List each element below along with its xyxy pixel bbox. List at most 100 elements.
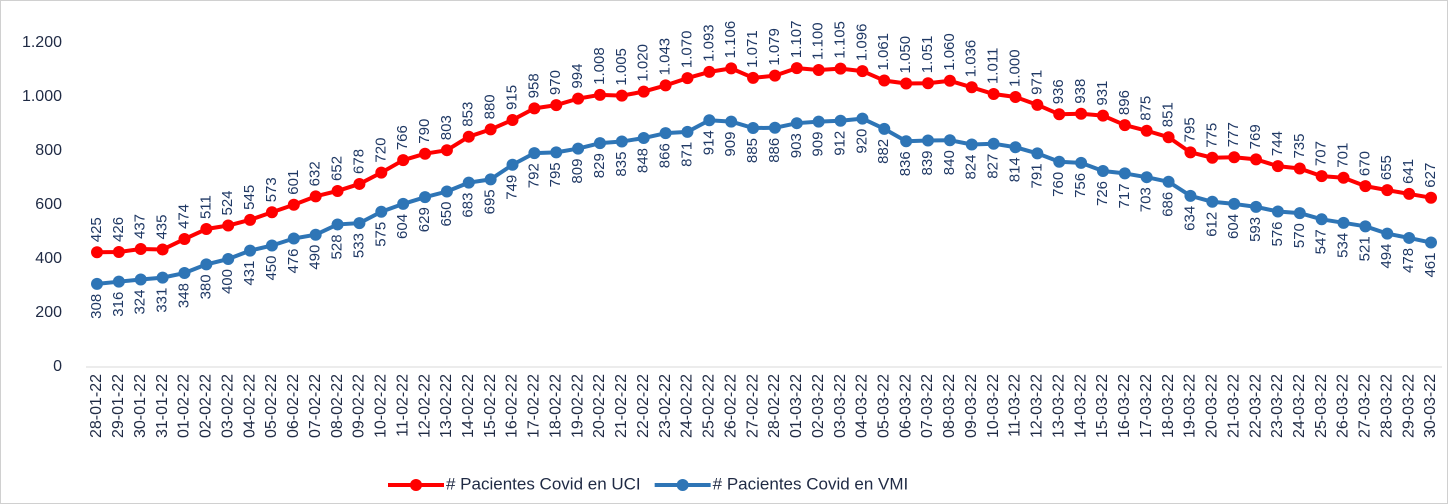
data-point	[112, 245, 125, 258]
data-label: 744	[1269, 131, 1286, 156]
data-label: 1.107	[788, 21, 805, 59]
data-point	[287, 232, 300, 245]
data-label: 426	[110, 217, 127, 242]
data-label: 380	[197, 274, 214, 299]
data-label: 308	[88, 294, 105, 319]
x-tick-label: 30-01-22	[132, 374, 149, 438]
data-point	[375, 166, 388, 179]
data-point	[593, 137, 606, 150]
data-label: 1.060	[941, 33, 958, 71]
data-label: 604	[394, 214, 411, 239]
x-tick-label: 01-03-22	[788, 374, 805, 438]
data-point	[265, 206, 278, 219]
data-label: 461	[1422, 253, 1439, 278]
data-point	[900, 77, 913, 90]
data-point	[681, 72, 694, 85]
data-label: 814	[1006, 157, 1023, 182]
data-label: 686	[1160, 192, 1177, 217]
data-point	[222, 219, 235, 232]
data-point	[987, 88, 1000, 101]
data-label: 756	[1072, 173, 1089, 198]
x-tick-label: 04-02-22	[241, 374, 258, 438]
data-point	[812, 64, 825, 76]
data-label: 1.093	[700, 24, 717, 62]
x-tick-label: 04-03-22	[854, 374, 871, 438]
data-point	[397, 154, 410, 167]
x-tick-label: 05-02-22	[263, 374, 280, 438]
x-tick-label: 17-03-22	[1138, 374, 1155, 438]
data-point	[506, 158, 519, 171]
x-tick-label: 29-01-22	[110, 374, 127, 438]
x-tick-label: 25-03-22	[1313, 374, 1330, 438]
data-label: 1.061	[875, 33, 892, 71]
data-point	[1425, 236, 1437, 249]
data-point	[1425, 191, 1437, 204]
data-point	[1053, 108, 1066, 121]
x-tick-label: 12-02-22	[416, 374, 433, 438]
x-tick-label: 10-02-22	[373, 374, 390, 438]
data-point	[156, 271, 169, 284]
data-label: 851	[1160, 102, 1177, 127]
data-label: 839	[919, 150, 936, 175]
data-point	[1403, 187, 1416, 200]
data-point	[1359, 180, 1372, 193]
data-point	[1293, 162, 1306, 175]
x-tick-label: 13-02-22	[438, 374, 455, 438]
x-tick-label: 30-03-22	[1422, 374, 1439, 438]
data-point	[397, 197, 410, 210]
data-label: 703	[1138, 187, 1155, 212]
data-point	[1228, 151, 1241, 164]
data-label: 827	[985, 154, 1002, 179]
data-point	[309, 228, 322, 241]
data-label: 777	[1225, 122, 1242, 147]
data-point	[375, 205, 388, 218]
data-label: 915	[503, 85, 520, 110]
data-label: 914	[700, 130, 717, 155]
x-tick-label: 16-02-22	[504, 374, 521, 438]
data-label: 641	[1400, 159, 1417, 184]
data-label: 931	[1094, 81, 1111, 106]
data-point	[681, 125, 694, 138]
data-point	[768, 69, 781, 82]
data-point	[112, 275, 125, 288]
data-point	[965, 138, 978, 151]
data-point	[987, 137, 1000, 150]
data-point	[528, 147, 541, 160]
data-point	[703, 65, 716, 78]
data-point	[1009, 91, 1022, 103]
data-point	[965, 81, 978, 94]
data-label: 431	[241, 261, 258, 286]
data-point	[1162, 131, 1175, 144]
data-point	[878, 122, 891, 135]
data-label: 735	[1291, 134, 1308, 159]
x-tick-label: 25-02-22	[701, 374, 718, 438]
data-label: 701	[1334, 143, 1351, 168]
data-point	[440, 144, 453, 157]
data-point	[593, 88, 606, 101]
x-tick-label: 28-02-22	[766, 374, 783, 438]
data-label: 1.011	[985, 48, 1002, 84]
data-label: 848	[635, 148, 652, 173]
data-label: 1.008	[591, 47, 608, 85]
data-label: 576	[1269, 221, 1286, 246]
data-label: 524	[219, 190, 236, 215]
x-tick-label: 27-03-22	[1357, 374, 1374, 438]
data-label: 683	[460, 193, 477, 218]
x-tick-label: 05-03-22	[875, 374, 892, 438]
legend: # Pacientes Covid en UCI # Pacientes Covi…	[388, 474, 908, 493]
data-point	[222, 253, 235, 265]
data-point	[506, 113, 519, 126]
data-point	[134, 273, 147, 286]
data-label: 511	[197, 195, 214, 219]
data-point	[550, 146, 563, 159]
x-tick-label: 20-02-22	[591, 374, 608, 438]
data-label: 634	[1181, 206, 1198, 231]
y-tick-label: 800	[35, 142, 62, 159]
data-point	[244, 213, 257, 226]
data-label: 835	[613, 152, 630, 177]
x-tick-label: 19-02-22	[569, 374, 586, 438]
data-label: 920	[853, 129, 870, 154]
data-point	[856, 112, 869, 125]
data-point	[528, 102, 541, 115]
legend-label: # Pacientes Covid en UCI	[446, 474, 641, 493]
